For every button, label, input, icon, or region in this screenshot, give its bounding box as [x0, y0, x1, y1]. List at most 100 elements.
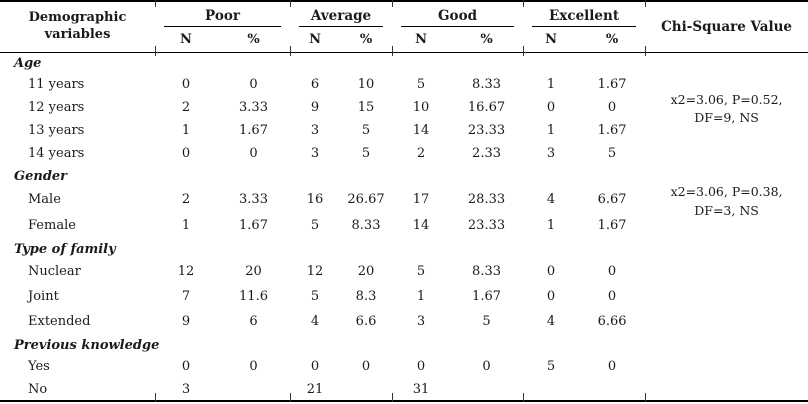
excellent-pct-header: %	[579, 27, 646, 53]
cell: 15	[357, 100, 375, 115]
table-row: Extended 9 6 4 6.6 3 5 4 6.66	[0, 309, 808, 334]
section-label: Previous knowledge	[14, 338, 160, 353]
cell: 3.33	[239, 191, 268, 207]
cell: 5	[416, 264, 426, 279]
cell: 14	[412, 123, 430, 138]
cell: 0	[249, 77, 258, 92]
table-body: Age x2=3.06, P=0.52, DF=9, NS 11 years 0…	[0, 52, 808, 401]
table-border-tick	[155, 46, 156, 56]
cell: 5	[416, 77, 426, 92]
group-header-excellent: Excellent	[523, 1, 645, 27]
row-label: Male	[28, 191, 61, 207]
cell: 3	[181, 381, 191, 397]
cell: 23.33	[467, 217, 506, 233]
cell: 5	[310, 289, 320, 304]
cell: 6.67	[597, 191, 627, 207]
table-row: Nuclear 12 20 12 20 5 8.33 0 0	[0, 259, 808, 284]
cell: 1	[546, 77, 556, 92]
cell: 3	[310, 146, 320, 161]
cell: 4	[546, 191, 556, 207]
cell: 7	[181, 289, 191, 304]
cell: 20	[245, 264, 262, 279]
cell: 1	[546, 123, 556, 138]
table-row: 11 years 0 0 6 10 5 8.33 1 1.67	[0, 73, 808, 96]
cell: 0	[310, 359, 320, 374]
cell: 6.66	[597, 314, 627, 329]
row-label: Yes	[28, 359, 50, 374]
row-label: Nuclear	[28, 264, 81, 279]
sub-header-row: N % N % N % N %	[0, 27, 808, 53]
row-label: Extended	[28, 314, 91, 329]
group-header-good: Good	[392, 1, 523, 27]
cell: 4	[310, 314, 320, 329]
cell: 0	[249, 146, 258, 161]
cell	[523, 378, 579, 401]
cell: 5	[361, 146, 371, 161]
cell: 23.33	[467, 123, 506, 138]
cell: 6	[310, 77, 320, 92]
cell: 0	[607, 264, 617, 279]
cell: 0	[181, 359, 191, 374]
cell: 3	[310, 123, 320, 138]
row-label: Joint	[28, 289, 59, 304]
group-label: Good	[401, 5, 515, 27]
chi-line: DF=9, NS	[694, 109, 759, 125]
chi-square-header: Chi-Square Value	[645, 1, 808, 53]
demographic-variables-header: Demographic variables	[0, 1, 155, 53]
cell: 0	[416, 359, 426, 374]
cell: 2	[181, 191, 191, 207]
table-row: Male 2 3.33 16 26.67 17 28.33 4 6.67	[0, 186, 808, 212]
group-label: Excellent	[532, 5, 637, 27]
cell: 0	[607, 359, 617, 374]
table-row: 14 years 0 0 3 5 2 2.33 3 5	[0, 142, 808, 165]
chi-square-value-age: x2=3.06, P=0.52, DF=9, NS	[645, 52, 808, 165]
table-border-tick	[523, 0, 524, 7]
group-header-average: Average	[290, 1, 392, 27]
cell: 0	[546, 289, 556, 304]
cell: 1	[546, 217, 556, 233]
cell	[450, 378, 523, 401]
chi-square-value-previous-knowledge	[645, 334, 808, 401]
cell: 21	[306, 381, 324, 397]
cell: 1.67	[472, 289, 501, 304]
table-row: 13 years 1 1.67 3 5 14 23.33 1 1.67	[0, 119, 808, 142]
table-border-tick	[155, 0, 156, 7]
cell: 0	[181, 77, 191, 92]
table-border-tick	[290, 0, 291, 7]
cell: 17	[412, 191, 430, 207]
table-row: No 3 21 31	[0, 378, 808, 401]
section-row-gender: Gender x2=3.06, P=0.38, DF=3, NS	[0, 165, 808, 218]
cell: 1.67	[597, 77, 627, 92]
cell: 16	[306, 191, 324, 207]
group-header-poor: Poor	[155, 1, 290, 27]
table-border-tick	[523, 46, 524, 56]
cell: 0	[607, 289, 617, 304]
cell: 5	[482, 314, 491, 329]
table-row: Joint 7 11.6 5 8.3 1 1.67 0 0	[0, 284, 808, 309]
table-row: Yes 0 0 0 0 0 0 5 0	[0, 355, 808, 378]
cell: 1.67	[597, 123, 627, 138]
cell: 0	[607, 100, 617, 115]
cell: 10	[412, 100, 430, 115]
cell: 5	[607, 146, 617, 161]
cell: 4	[546, 314, 556, 329]
cell: 3.33	[239, 100, 268, 115]
cell: 5	[546, 359, 556, 374]
cell: 12	[306, 264, 324, 279]
row-label: Female	[28, 217, 76, 233]
table-border-tick	[392, 0, 393, 7]
cell: 0	[181, 146, 191, 161]
section-label: Gender	[14, 169, 68, 184]
cell: 6	[249, 314, 258, 329]
poor-pct-header: %	[217, 27, 291, 53]
average-n-header: N	[290, 27, 341, 53]
cell: 3	[416, 314, 426, 329]
section-label: Age	[14, 56, 42, 71]
cell: 0	[546, 100, 556, 115]
table-border-tick	[290, 46, 291, 56]
cell: 5	[361, 123, 371, 138]
cell: 6.6	[355, 314, 377, 329]
cell: 1.67	[597, 217, 627, 233]
cell: 1.67	[239, 217, 268, 233]
